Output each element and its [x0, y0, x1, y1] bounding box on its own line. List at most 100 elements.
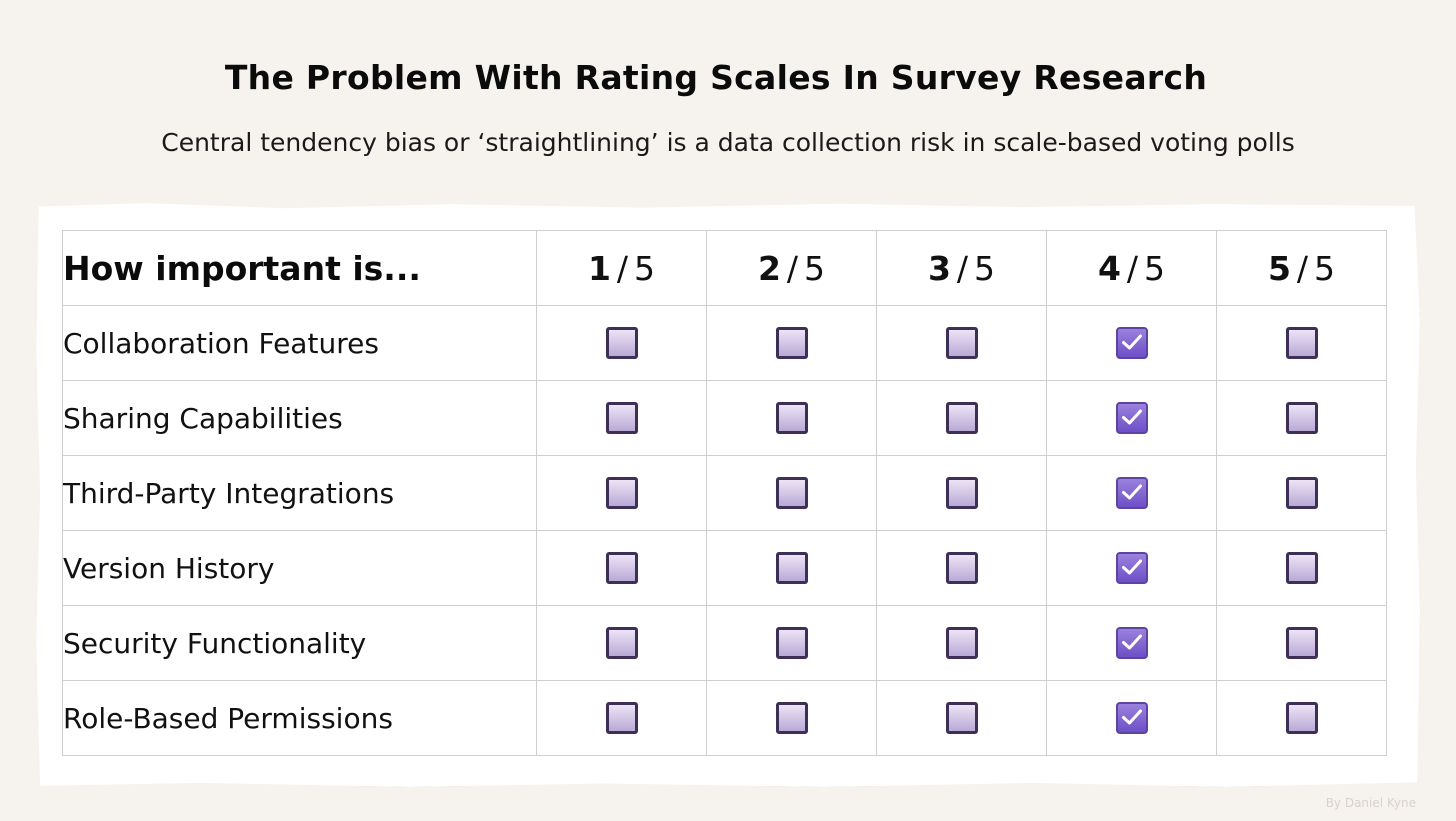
rating-checkbox-checked[interactable] [1115, 627, 1148, 659]
table-row: Sharing Capabilities [62, 380, 1387, 456]
scale-separator: / [786, 248, 799, 288]
checkmark-icon [1121, 634, 1142, 650]
scale-number: 4 [1097, 248, 1121, 288]
rating-checkbox[interactable] [1285, 552, 1318, 584]
table-row: Role-Based Permissions [62, 680, 1387, 756]
rating-cell [536, 380, 707, 456]
rating-checkbox-checked[interactable] [1115, 702, 1148, 734]
table-row: Third-Party Integrations [62, 455, 1387, 531]
scale-header-3: 3/5 [876, 230, 1047, 306]
rating-cell [1046, 305, 1217, 381]
scale-separator: / [616, 248, 629, 288]
rating-checkbox[interactable] [1285, 702, 1318, 734]
rating-cell [876, 530, 1047, 606]
scale-header-4: 4/5 [1046, 230, 1217, 306]
rating-checkbox-checked[interactable] [1115, 477, 1148, 509]
scale-separator: / [956, 248, 969, 288]
rating-cell [706, 605, 877, 681]
rating-cell [1216, 605, 1387, 681]
page-title: The Problem With Rating Scales In Survey… [224, 58, 1208, 97]
scale-max: 5 [634, 248, 656, 288]
rating-cell [706, 455, 877, 531]
rating-cell [1216, 305, 1387, 381]
scale-max: 5 [974, 248, 996, 288]
table-row: Version History [62, 530, 1387, 606]
row-label: Role-Based Permissions [62, 680, 537, 756]
checkmark-icon [1121, 559, 1142, 575]
rating-cell [876, 605, 1047, 681]
scale-max: 5 [804, 248, 826, 288]
rating-checkbox[interactable] [945, 702, 978, 734]
rating-cell [706, 680, 877, 756]
rating-checkbox[interactable] [605, 702, 638, 734]
rating-checkbox[interactable] [775, 627, 808, 659]
rating-cell [536, 605, 707, 681]
scale-header-1: 1/5 [536, 230, 707, 306]
rating-checkbox[interactable] [945, 477, 978, 509]
rating-checkbox[interactable] [605, 477, 638, 509]
rating-checkbox[interactable] [945, 627, 978, 659]
checkmark-icon [1121, 334, 1142, 350]
rating-cell [1046, 455, 1217, 531]
rating-checkbox-checked[interactable] [1115, 402, 1148, 434]
scale-number: 3 [927, 248, 951, 288]
rating-cell [1046, 380, 1217, 456]
rating-cell [876, 680, 1047, 756]
rating-checkbox[interactable] [775, 327, 808, 359]
rating-cell [876, 305, 1047, 381]
scale-header-5: 5/5 [1216, 230, 1387, 306]
rating-cell [1046, 530, 1217, 606]
rating-checkbox[interactable] [775, 477, 808, 509]
rating-cell [706, 530, 877, 606]
rating-cell [536, 680, 707, 756]
row-label: Sharing Capabilities [62, 380, 537, 456]
rating-checkbox[interactable] [605, 627, 638, 659]
rating-cell [1216, 530, 1387, 606]
row-label: Third-Party Integrations [62, 455, 537, 531]
scale-separator: / [1296, 248, 1309, 288]
rating-cell [706, 380, 877, 456]
scale-max: 5 [1144, 248, 1166, 288]
checkmark-icon [1121, 409, 1142, 425]
row-label: Collaboration Features [62, 305, 537, 381]
rating-checkbox[interactable] [605, 552, 638, 584]
rating-cell [876, 455, 1047, 531]
question-header: How important is... [62, 230, 537, 306]
rating-cell [1216, 380, 1387, 456]
rating-checkbox-checked[interactable] [1115, 552, 1148, 584]
rating-cell [1216, 455, 1387, 531]
table-row: Collaboration Features [62, 305, 1387, 381]
rating-scale-table: How important is... 1/5 2/5 3/5 4/5 5/5 … [62, 230, 1387, 756]
rating-cell [536, 305, 707, 381]
rating-cell [1216, 680, 1387, 756]
page-subtitle: Central tendency bias or ‘straightlining… [161, 128, 1295, 157]
rating-cell [876, 380, 1047, 456]
scale-separator: / [1126, 248, 1139, 288]
scale-header-2: 2/5 [706, 230, 877, 306]
row-label: Version History [62, 530, 537, 606]
rating-checkbox[interactable] [1285, 327, 1318, 359]
rating-checkbox[interactable] [945, 327, 978, 359]
rating-checkbox[interactable] [945, 552, 978, 584]
scale-max: 5 [1314, 248, 1336, 288]
rating-checkbox[interactable] [605, 327, 638, 359]
rating-cell [1046, 605, 1217, 681]
scale-number: 1 [587, 248, 611, 288]
rating-checkbox[interactable] [1285, 477, 1318, 509]
rating-checkbox[interactable] [1285, 402, 1318, 434]
rating-cell [706, 305, 877, 381]
rating-cell [536, 455, 707, 531]
scale-number: 5 [1267, 248, 1291, 288]
checkmark-icon [1121, 484, 1142, 500]
rating-checkbox[interactable] [775, 402, 808, 434]
rating-checkbox-checked[interactable] [1115, 327, 1148, 359]
checkmark-icon [1121, 709, 1142, 725]
row-label: Security Functionality [62, 605, 537, 681]
rating-checkbox[interactable] [1285, 627, 1318, 659]
rating-checkbox[interactable] [775, 702, 808, 734]
rating-checkbox[interactable] [945, 402, 978, 434]
rating-checkbox[interactable] [775, 552, 808, 584]
rating-checkbox[interactable] [605, 402, 638, 434]
table-row: Security Functionality [62, 605, 1387, 681]
rating-cell [536, 530, 707, 606]
